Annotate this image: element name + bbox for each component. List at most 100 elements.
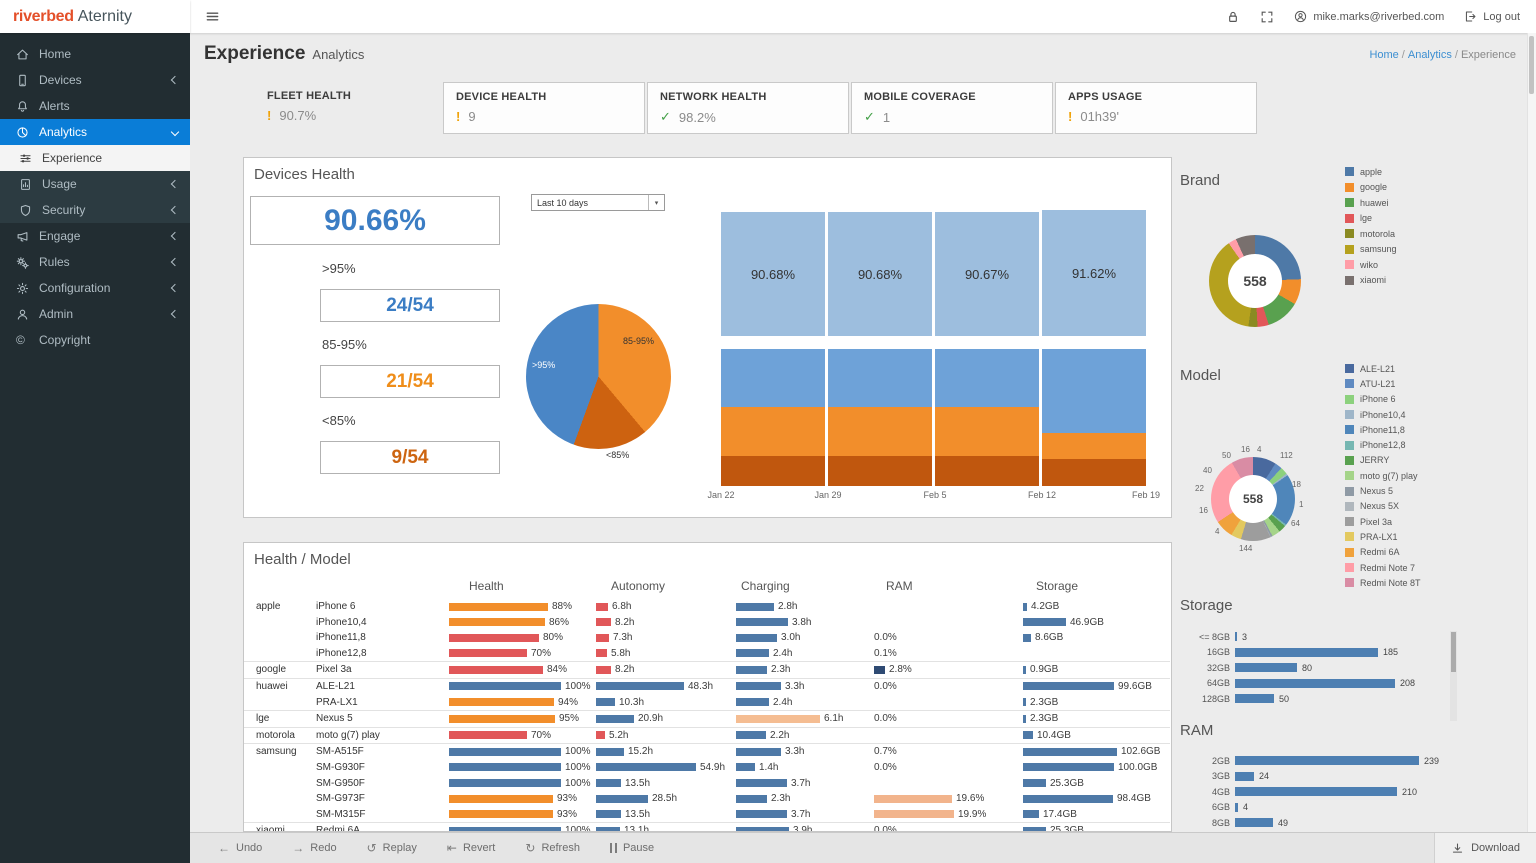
brand-donut-chart[interactable]: 558 [1209,235,1301,327]
download-button[interactable]: Download [1434,833,1536,863]
sidebar-item-engage[interactable]: Engage [0,223,190,249]
model-donut-chart[interactable]: 558 50 16 4 112 40 22 18 16 4 144 64 1 [1178,445,1328,557]
table-row-sm-g950f[interactable]: SM-G950F 100% 13.5h 3.7h 25.3GB [244,776,1170,792]
model-legend-item-atu-l21[interactable]: ATU-L21 [1345,376,1421,391]
storage-bar-row-64gb[interactable]: 64GB 208 [1180,676,1460,692]
kpi-card-apps-usage[interactable]: APPS USAGE! 01h39' [1055,82,1257,134]
storage-scrollbar[interactable] [1450,631,1457,721]
model-legend-item-iphone10-4[interactable]: iPhone10,4 [1345,407,1421,422]
ram-bar-chart[interactable]: 2GB 239 3GB 24 4GB 210 6GB 4 8GB 49 [1180,753,1460,831]
model-legend-item-nexus-5x[interactable]: Nexus 5X [1345,499,1421,514]
weekly-stack-segment[interactable] [721,455,825,486]
sidebar-item-rules[interactable]: Rules [0,249,190,275]
page-scrollbar[interactable] [1527,33,1536,832]
lock-icon[interactable] [1226,10,1240,24]
kpi-card-mobile-coverage[interactable]: MOBILE COVERAGE ✓ 1 [851,82,1053,134]
sidebar-item-alerts[interactable]: Alerts [0,93,190,119]
weekly-stack-segment[interactable] [828,455,932,486]
model-legend-item-moto-g-7-play[interactable]: moto g(7) play [1345,468,1421,483]
table-row-iphone12-8[interactable]: iPhone12,8 70% 5.8h 2.4h 0.1% [244,646,1170,662]
band-count-box[interactable]: 21/54 [320,365,500,398]
ram-bar-row-4gb[interactable]: 4GB 210 [1180,784,1460,800]
model-legend-item-nexus-5[interactable]: Nexus 5 [1345,483,1421,498]
band-count-box[interactable]: 24/54 [320,289,500,322]
table-row-ale-l21[interactable]: huawei ALE-L21 100% 48.3h 3.3h 0.0% 99.6GB [244,677,1170,695]
page-scrollbar-thumb[interactable] [1529,36,1534,94]
breadcrumb-analytics[interactable]: Analytics [1407,49,1452,61]
kpi-card-device-health[interactable]: DEVICE HEALTH! 9 [443,82,645,134]
table-row-pixel-3a[interactable]: google Pixel 3a 84% 8.2h 2.3h 2.8% 0.9GB [244,661,1170,678]
sidebar-item-devices[interactable]: Devices [0,67,190,93]
sidebar-item-configuration[interactable]: Configuration [0,275,190,301]
brand-legend-item-motorola[interactable]: motorola [1345,226,1397,242]
toolbar-revert-button[interactable]: ⇤ Revert [447,841,495,855]
table-row-iphone10-4[interactable]: iPhone10,4 86% 8.2h 3.8h 46.9GB [244,615,1170,631]
model-legend-item-redmi-6a[interactable]: Redmi 6A [1345,545,1421,560]
weekly-stack-segment[interactable] [828,406,932,456]
sidebar-item-usage[interactable]: Usage [0,171,190,197]
model-legend-item-pra-lx1[interactable]: PRA-LX1 [1345,529,1421,544]
sidebar-item-security[interactable]: Security [0,197,190,223]
table-row-iphone11-8[interactable]: iPhone11,8 80% 7.3h 3.0h 0.0% 8.6GB [244,630,1170,646]
health-weekly-chart[interactable]: 90.68% 90.68% 90.67% 91.62% Jan 22 Jan 29 Feb … [707,199,1160,500]
weekly-stack-segment[interactable] [935,455,1039,486]
weekly-stack-segment[interactable] [1042,458,1146,486]
model-legend-item-pixel-3a[interactable]: Pixel 3a [1345,514,1421,529]
table-row-moto-g-7-play[interactable]: motorola moto g(7) play 70% 5.2h 2.2h 10.4GB [244,726,1170,744]
ram-bar-row-6gb[interactable]: 6GB 4 [1180,800,1460,816]
toolbar-undo-button[interactable]: ← Undo [218,841,262,855]
brand-legend-item-apple[interactable]: apple [1345,164,1397,180]
toolbar-pause-button[interactable]: Pause [609,841,654,855]
ram-bar-row-2gb[interactable]: 2GB 239 [1180,753,1460,769]
toolbar-refresh-button[interactable]: ↻ Refresh [525,841,580,855]
table-row-iphone-6[interactable]: apple iPhone 6 88% 6.8h 2.8h 4.2GB [244,599,1170,615]
sidebar-item-experience[interactable]: Experience [0,145,190,171]
hamburger-menu-button[interactable] [190,0,234,33]
table-row-sm-m315f[interactable]: SM-M315F 93% 13.5h 3.7h 19.9% 17.4GB [244,807,1170,823]
kpi-card-fleet-health[interactable]: FLEET HEALTH! 90.7% [255,82,441,134]
sidebar-item-analytics[interactable]: Analytics [0,119,190,145]
model-legend-item-iphone-6[interactable]: iPhone 6 [1345,392,1421,407]
band-count-box[interactable]: 9/54 [320,441,500,474]
weekly-health-bar[interactable]: 90.67% [935,212,1039,336]
brand-legend-item-google[interactable]: google [1345,180,1397,196]
sidebar-item-admin[interactable]: Admin [0,301,190,327]
storage-bar-row-16gb[interactable]: 16GB 185 [1180,645,1460,661]
weekly-stack-segment[interactable] [935,406,1039,456]
model-legend-item-jerry[interactable]: JERRY [1345,453,1421,468]
fullscreen-icon[interactable] [1260,10,1274,24]
weekly-stack-segment[interactable] [721,406,825,456]
sidebar-item-copyright[interactable]: © Copyright [0,327,190,353]
model-legend-item-redmi-note-8t[interactable]: Redmi Note 8T [1345,575,1421,590]
toolbar-replay-button[interactable]: ↺ Replay [367,841,417,855]
table-row-sm-g930f[interactable]: SM-G930F 100% 54.9h 1.4h 0.0% 100.0GB [244,760,1170,776]
table-row-sm-a515f[interactable]: samsung SM-A515F 100% 15.2h 3.3h 0.7% 102.6GB [244,743,1170,760]
weekly-health-bar[interactable]: 90.68% [721,212,825,336]
table-row-pra-lx1[interactable]: PRA-LX1 94% 10.3h 2.4h 2.3GB [244,695,1170,711]
brand-legend-item-huawei[interactable]: huawei [1345,195,1397,211]
toolbar-redo-button[interactable]: → Redo [292,841,336,855]
table-row-nexus-5[interactable]: lge Nexus 5 95% 20.9h 6.1h 0.0% 2.3GB [244,710,1170,727]
kpi-card-network-health[interactable]: NETWORK HEALTH ✓ 98.2% [647,82,849,134]
storage-scrollbar-thumb[interactable] [1451,632,1456,672]
weekly-stack-segment[interactable] [828,349,932,407]
user-menu[interactable]: mike.marks@riverbed.com [1294,10,1444,23]
health-distribution-pie-chart[interactable]: >95% 85-95% <85% [526,304,671,460]
model-donut[interactable]: 558 [1211,457,1295,541]
weekly-stack-segment[interactable] [1042,349,1146,433]
date-range-dropdown[interactable]: Last 10 days ▾ [531,194,665,211]
model-legend-item-iphone11-8[interactable]: iPhone11,8 [1345,422,1421,437]
logout-button[interactable]: Log out [1464,10,1520,23]
brand-legend-item-wiko[interactable]: wiko [1345,257,1397,273]
model-legend-item-redmi-note-7[interactable]: Redmi Note 7 [1345,560,1421,575]
model-legend-item-ale-l21[interactable]: ALE-L21 [1345,361,1421,376]
weekly-health-bar[interactable]: 90.68% [828,212,932,336]
model-legend-item-iphone12-8[interactable]: iPhone12,8 [1345,437,1421,452]
storage-bar-chart[interactable]: <= 8GB 3 16GB 185 32GB 80 64GB 208 128GB 50 [1180,629,1460,707]
brand-legend-item-lge[interactable]: lge [1345,211,1397,227]
ram-bar-row-3gb[interactable]: 3GB 24 [1180,769,1460,785]
storage-bar-row--8gb[interactable]: <= 8GB 3 [1180,629,1460,645]
storage-bar-row-128gb[interactable]: 128GB 50 [1180,691,1460,707]
weekly-stack-segment[interactable] [935,349,1039,407]
brand-legend-item-samsung[interactable]: samsung [1345,242,1397,258]
